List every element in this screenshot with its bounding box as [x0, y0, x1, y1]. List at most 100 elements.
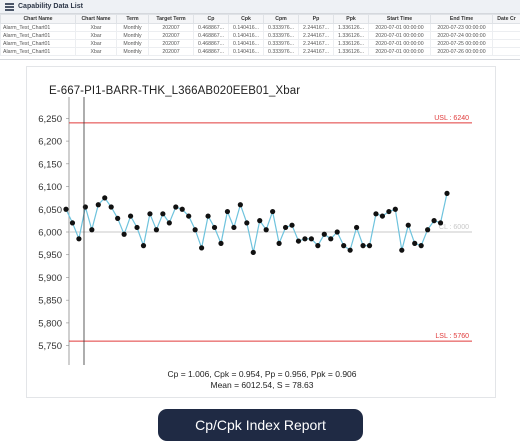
y-tick-label: 6,150: [38, 159, 62, 170]
table-cell: Alarm_Test_Chart01: [0, 39, 76, 48]
data-point: [199, 245, 205, 251]
table-cell: 2020-07-26 00:00:00: [430, 47, 493, 56]
y-tick-label: 5,750: [38, 341, 62, 352]
column-header[interactable]: Ppk: [333, 14, 369, 24]
data-point: [405, 222, 411, 228]
table-cell: 2.244167...: [298, 47, 334, 56]
data-point: [270, 208, 276, 215]
panel-header: Capability Data List: [0, 0, 520, 14]
y-tick-label: 6,250: [38, 114, 62, 125]
data-point: [353, 224, 360, 231]
limit-label: LSL : 5760: [435, 333, 469, 340]
data-point: [231, 224, 237, 231]
table-cell: 0.333976...: [263, 31, 299, 40]
data-point: [425, 227, 431, 233]
data-point: [121, 231, 127, 237]
column-header[interactable]: Chart Name: [0, 14, 76, 24]
column-header[interactable]: Pp: [298, 14, 334, 24]
table-body: Alarm_Test_Chart01 Xbar Monthly 202007 0.468…: [0, 23, 520, 56]
table-cell: 2020-07-24 00:00:00: [430, 31, 493, 40]
data-point: [186, 213, 192, 219]
column-header[interactable]: Date Cr: [492, 14, 520, 24]
data-point: [108, 204, 114, 210]
table-header-row: Chart Name Chart Name Term Target Term C…: [0, 14, 520, 24]
data-point: [347, 247, 353, 253]
table-cell: 0.140416...: [228, 31, 264, 40]
data-point: [399, 247, 405, 253]
table-row[interactable]: Alarm_Test_Chart01 Xbar Monthly 202007 0.468…: [0, 31, 520, 40]
data-point: [224, 208, 231, 215]
table-cell: 2020-07-01 00:00:00: [368, 31, 431, 40]
data-point: [140, 243, 147, 249]
data-point: [373, 211, 379, 217]
data-point: [257, 218, 263, 224]
table-cell: [492, 39, 520, 48]
data-point: [431, 218, 437, 224]
xbar-chart-card: E-667-PI1-BARR-THK_L366AB020EEB01_Xbar 6…: [26, 66, 496, 398]
table-cell: Xbar: [75, 23, 117, 32]
y-tick-label: 5,950: [38, 250, 62, 261]
table-cell: Xbar: [75, 39, 117, 48]
column-header[interactable]: Term: [116, 14, 149, 24]
data-point: [282, 224, 289, 231]
column-header[interactable]: Cp: [193, 14, 229, 24]
table-cell: 0.140416...: [228, 47, 264, 56]
y-tick-label: 6,050: [38, 205, 62, 216]
table-cell: 202007: [148, 47, 194, 56]
data-point: [134, 224, 140, 231]
series-line: [65, 193, 448, 253]
data-point: [76, 236, 82, 242]
data-point: [379, 213, 386, 219]
table-cell: 1.336126...: [333, 31, 369, 40]
table-cell: 2.244167...: [298, 31, 334, 40]
table-cell: 202007: [148, 39, 194, 48]
table-cell: 2020-07-23 00:00:00: [430, 23, 493, 32]
data-point: [263, 227, 269, 233]
data-point: [418, 243, 424, 249]
table-cell: 202007: [148, 23, 194, 32]
table-cell: [492, 23, 520, 32]
data-point: [360, 243, 366, 249]
cp-cpk-report-button[interactable]: Cp/Cpk Index Report: [158, 409, 363, 441]
column-header[interactable]: Chart Name: [75, 14, 117, 24]
table-cell: 2020-07-01 00:00:00: [368, 47, 431, 56]
table-cell: [492, 31, 520, 40]
list-icon: [5, 2, 14, 11]
data-point: [366, 243, 373, 249]
chart-title: E-667-PI1-BARR-THK_L366AB020EEB01_Xbar: [49, 85, 301, 97]
table-cell: 1.336126...: [333, 39, 369, 48]
data-point: [127, 213, 134, 219]
table-cell: Xbar: [75, 47, 117, 56]
data-point: [173, 204, 179, 210]
xbar-chart: 6,250 6,200 6,150 6,100 6,050 6,000 5,950 5,900…: [38, 97, 472, 365]
capability-table: Chart Name Chart Name Term Target Term C…: [0, 14, 520, 56]
data-point: [444, 190, 450, 196]
table-row[interactable]: Alarm_Test_Chart01 Xbar Monthly 202007 0.468…: [0, 23, 520, 32]
table-cell: 2020-07-01 00:00:00: [368, 23, 431, 32]
table-row[interactable]: Alarm_Test_Chart01 Xbar Monthly 202007 0.468…: [0, 47, 520, 56]
data-point: [302, 236, 308, 242]
column-header[interactable]: Target Term: [148, 14, 194, 24]
table-cell: 0.468867...: [193, 39, 229, 48]
table-cell: 0.140416...: [228, 23, 264, 32]
column-header[interactable]: End Time: [430, 14, 493, 24]
data-point: [289, 222, 295, 228]
table-cell: 0.468867...: [193, 47, 229, 56]
table-cell: Monthly: [116, 39, 149, 48]
column-header[interactable]: Cpm: [263, 14, 299, 24]
column-header[interactable]: Cpk: [228, 14, 264, 24]
table-cell: [492, 47, 520, 56]
limit-label: USL : 6240: [434, 115, 469, 122]
table-cell: 2.244167...: [298, 39, 334, 48]
data-point: [115, 215, 121, 221]
table-row[interactable]: Alarm_Test_Chart01 Xbar Monthly 202007 0.468…: [0, 39, 520, 48]
data-point: [295, 238, 302, 244]
y-tick-label: 5,850: [38, 296, 62, 307]
data-point: [82, 204, 88, 210]
data-point: [250, 249, 256, 256]
data-point: [315, 243, 321, 249]
data-point: [276, 240, 282, 246]
column-header[interactable]: Start Time: [368, 14, 431, 24]
data-point: [69, 220, 76, 226]
table-cell: 2020-07-25 00:00:00: [430, 39, 493, 48]
